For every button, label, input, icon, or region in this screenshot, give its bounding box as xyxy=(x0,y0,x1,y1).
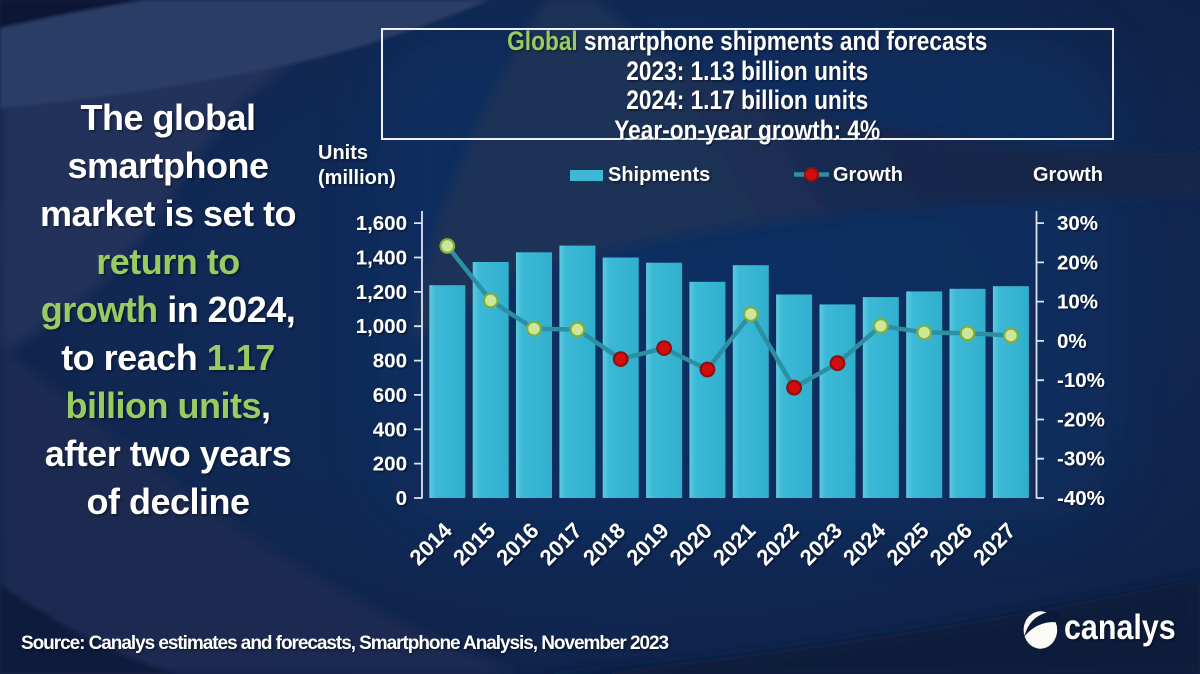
svg-text:2016: 2016 xyxy=(491,518,543,570)
svg-text:2018: 2018 xyxy=(578,518,630,570)
svg-text:-30%: -30% xyxy=(1057,448,1105,471)
svg-text:1,400: 1,400 xyxy=(356,247,407,270)
svg-text:2022: 2022 xyxy=(751,518,803,570)
svg-text:2014: 2014 xyxy=(405,517,458,570)
svg-text:0: 0 xyxy=(396,487,407,510)
svg-text:2023: 2023 xyxy=(795,518,847,570)
svg-text:200: 200 xyxy=(373,453,407,476)
svg-text:600: 600 xyxy=(373,384,407,407)
svg-text:10%: 10% xyxy=(1057,291,1098,314)
svg-text:20%: 20% xyxy=(1057,251,1098,274)
svg-text:2026: 2026 xyxy=(925,518,977,570)
svg-text:-20%: -20% xyxy=(1057,409,1105,432)
svg-text:2024: 2024 xyxy=(838,517,891,570)
svg-text:2025: 2025 xyxy=(881,518,933,570)
svg-text:2020: 2020 xyxy=(665,518,717,570)
svg-text:2027: 2027 xyxy=(968,518,1020,570)
svg-text:-40%: -40% xyxy=(1057,487,1105,510)
svg-text:2017: 2017 xyxy=(535,518,587,570)
svg-text:400: 400 xyxy=(373,418,407,441)
svg-text:1,600: 1,600 xyxy=(356,212,407,235)
svg-text:2021: 2021 xyxy=(708,518,760,570)
svg-text:2019: 2019 xyxy=(621,518,673,570)
svg-text:-10%: -10% xyxy=(1057,369,1105,392)
svg-text:0%: 0% xyxy=(1057,330,1087,353)
svg-text:2015: 2015 xyxy=(448,518,500,570)
svg-text:800: 800 xyxy=(373,350,407,373)
svg-text:1,000: 1,000 xyxy=(356,315,407,338)
svg-text:1,200: 1,200 xyxy=(356,281,407,304)
svg-text:30%: 30% xyxy=(1057,212,1098,235)
